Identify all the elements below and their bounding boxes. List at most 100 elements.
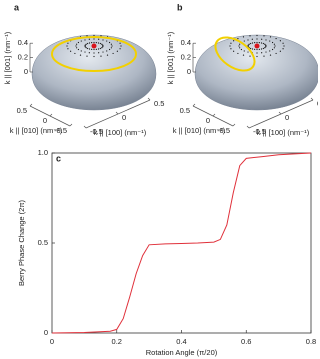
field-dot bbox=[108, 41, 111, 44]
field-dot bbox=[251, 38, 253, 40]
field-dot bbox=[264, 47, 266, 49]
y-tick-label: 1.0 bbox=[38, 148, 48, 157]
field-dot bbox=[262, 42, 264, 45]
field-dot bbox=[87, 47, 89, 50]
field-dot bbox=[251, 48, 254, 50]
y-tick-label: 0 bbox=[44, 328, 48, 337]
field-dot bbox=[256, 55, 258, 58]
field-dot bbox=[250, 47, 252, 50]
x-axis-label: k || [100] (nm⁻¹) bbox=[257, 128, 310, 137]
field-dot bbox=[247, 45, 249, 47]
x-tick-label: 0 bbox=[285, 113, 289, 122]
field-dot bbox=[249, 55, 251, 57]
x-tick-label: 0.6 bbox=[241, 337, 251, 346]
field-dot bbox=[250, 42, 252, 45]
field-dot bbox=[264, 43, 266, 45]
x-tick bbox=[278, 111, 282, 115]
x-tick-label: 0.5 bbox=[317, 99, 318, 108]
y-tick bbox=[69, 123, 73, 127]
field-dot bbox=[93, 48, 95, 51]
field-dot bbox=[80, 50, 82, 52]
x-tick bbox=[83, 125, 87, 129]
field-dot bbox=[260, 48, 263, 50]
field-dot bbox=[84, 46, 86, 48]
field-dot bbox=[247, 44, 249, 46]
field-dot bbox=[274, 45, 276, 47]
field-dot bbox=[97, 48, 100, 50]
field-dot bbox=[102, 51, 104, 53]
field-dot bbox=[110, 43, 112, 45]
field-dot bbox=[70, 50, 72, 52]
field-dot bbox=[254, 42, 256, 44]
field-dot bbox=[237, 37, 239, 40]
field-dot bbox=[254, 48, 256, 50]
field-dot bbox=[269, 54, 272, 56]
field-dot bbox=[80, 40, 82, 42]
field-dot bbox=[75, 45, 77, 47]
field-dot bbox=[66, 45, 68, 47]
field-dot bbox=[265, 51, 267, 53]
field-dot bbox=[265, 45, 267, 47]
field-dot bbox=[102, 45, 104, 47]
field-dot bbox=[261, 52, 263, 54]
y-tick-label: 0.5 bbox=[17, 106, 27, 115]
field-dot bbox=[88, 48, 91, 50]
y-tick bbox=[212, 113, 216, 117]
panel-label: a bbox=[14, 2, 20, 12]
field-dot bbox=[265, 39, 267, 41]
field-dot bbox=[279, 50, 281, 52]
field-dot bbox=[119, 48, 121, 50]
y-axis-label: Berry Phase Change (2π) bbox=[17, 199, 26, 286]
field-dot bbox=[88, 52, 90, 54]
y-axis-label: k || [010] (nm⁻¹) bbox=[10, 126, 63, 135]
field-dot bbox=[119, 42, 121, 44]
z-tick-label: 0 bbox=[187, 67, 191, 76]
field-dot bbox=[256, 52, 258, 54]
field-dot bbox=[77, 41, 80, 44]
y-tick-label: -0.5 bbox=[54, 126, 67, 135]
field-dot bbox=[84, 44, 86, 46]
field-dot bbox=[95, 48, 97, 50]
x-axis-label: k || [100] (nm⁻¹) bbox=[94, 128, 147, 137]
field-dot bbox=[91, 48, 93, 50]
x-tick-label: 0 bbox=[50, 337, 54, 346]
plot-frame bbox=[51, 152, 312, 334]
field-dot bbox=[263, 35, 265, 37]
field-dot bbox=[106, 54, 109, 56]
field-dot bbox=[108, 48, 111, 51]
field-dot bbox=[256, 38, 258, 40]
y-tick bbox=[232, 123, 236, 127]
field-dot bbox=[248, 43, 250, 45]
field-dot bbox=[242, 36, 245, 38]
field-dot bbox=[239, 47, 241, 49]
panel-label: c bbox=[56, 153, 61, 163]
field-dot bbox=[88, 38, 90, 40]
x-tick-label: 0.2 bbox=[112, 337, 122, 346]
field-dot bbox=[243, 50, 245, 52]
field-dot bbox=[99, 47, 101, 50]
x-tick-label: 0.5 bbox=[154, 99, 164, 108]
field-dot bbox=[282, 48, 284, 50]
field-dot bbox=[84, 45, 86, 47]
field-dot bbox=[271, 41, 274, 44]
field-dot bbox=[100, 55, 102, 57]
field-dot bbox=[260, 42, 263, 44]
field-dot bbox=[273, 47, 275, 49]
field-dot bbox=[101, 47, 103, 49]
x-tick bbox=[246, 125, 250, 129]
z-tick-label: 0.2 bbox=[181, 53, 191, 62]
y-tick-label: 0 bbox=[43, 116, 47, 125]
field-dot bbox=[112, 52, 114, 55]
field-dot bbox=[263, 55, 265, 57]
ellipsoid-surface bbox=[194, 34, 318, 111]
field-dot bbox=[269, 40, 271, 42]
y-tick bbox=[192, 103, 196, 107]
y-tick-label: -0.5 bbox=[217, 126, 230, 135]
field-dot bbox=[85, 43, 87, 45]
field-dot bbox=[229, 45, 231, 47]
field-dot bbox=[95, 42, 97, 44]
field-dot bbox=[283, 45, 285, 47]
field-dot bbox=[106, 40, 108, 42]
field-dot bbox=[84, 51, 86, 53]
